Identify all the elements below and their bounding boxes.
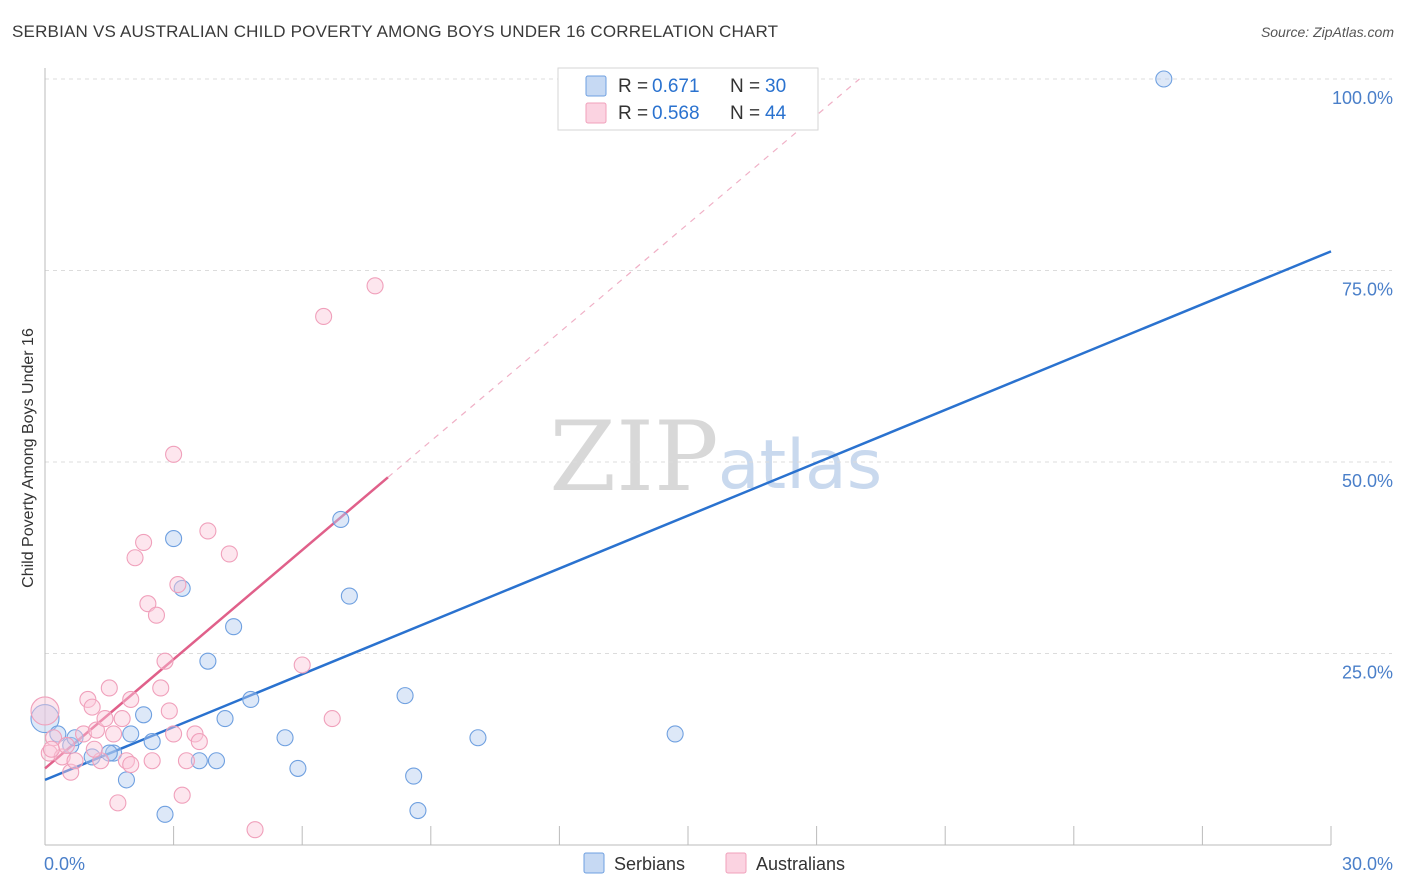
point-serbians [332,510,350,529]
point-serbians [405,767,423,785]
legend-r-label-2: R = [618,103,648,124]
point-australians [160,702,178,720]
legend-n-value-1: 30 [765,76,786,97]
legend-n-value-2: 44 [765,103,787,124]
bottom-legend-serbians: Serbians [614,854,685,874]
watermark-zip: ZIP [549,401,718,513]
y-tick-label: 100.0% [1332,88,1393,108]
point-serbians [289,759,307,777]
point-australians [177,752,196,770]
point-australians [199,522,217,540]
point-serbians [122,725,140,743]
source-label: Source: ZipAtlas.com [1260,24,1394,40]
y-axis-label: Child Poverty Among Boys Under 16 [20,328,37,588]
point-australians [323,710,341,728]
point-serbians [340,587,358,605]
point-australians [293,656,311,674]
bottom-legend-australians: Australians [756,854,845,874]
bottom-legend-swatch-australians [725,852,747,874]
point-serbians [216,710,234,728]
point-australians [139,595,157,613]
point-serbians [117,771,135,789]
gridlines [45,78,1392,654]
chart-title: SERBIAN VS AUSTRALIAN CHILD POVERTY AMON… [12,22,779,41]
point-serbians [199,652,217,670]
point-australians [246,821,264,839]
point-australians [42,740,60,758]
point-australians [57,736,75,754]
point-serbians [225,618,243,636]
legend-swatch-australians [585,102,607,124]
legend-n-label-1: N = [730,76,760,97]
point-serbians [469,729,487,747]
point-australians [366,277,384,295]
point-australians [83,698,101,716]
point-serbians [105,744,123,762]
point-australians [173,786,191,804]
trend-lines [44,78,1332,782]
point-australians [122,756,140,774]
x-tick-label-max: 30.0% [1342,854,1393,874]
point-australians [190,733,208,751]
y-tick-label: 50.0% [1342,471,1393,491]
point-australians [126,549,144,567]
legend-n-label-2: N = [730,103,760,124]
point-australians [135,533,153,551]
point-serbians [242,690,260,709]
point-serbians [276,729,294,747]
point-australians [169,576,187,594]
point-australians [87,721,105,739]
point-australians [152,679,170,697]
point-serbians [143,733,161,751]
trend-line-australians [44,476,389,770]
point-australians [85,740,103,758]
point-australians [165,725,183,743]
point-serbians [156,805,174,823]
point-serbians [135,706,153,724]
point-serbians [1155,70,1173,88]
point-australians [30,696,60,726]
point-australians [100,679,118,697]
y-tick-label: 75.0% [1342,280,1393,300]
point-australians [109,794,127,812]
series-legend: Serbians Australians [583,852,845,874]
point-serbians [190,752,208,770]
point-serbians [666,725,684,743]
point-serbians [165,530,183,548]
point-australians [143,752,161,770]
legend-r-value-2: 0.568 [652,103,700,124]
axes [44,68,1332,846]
point-australians [113,710,131,728]
legend-r-value-1: 0.671 [652,76,700,97]
data-points [30,70,1173,839]
point-australians [75,725,93,743]
point-serbians [207,752,226,770]
point-australians [315,307,333,326]
legend-swatch-serbians [585,75,607,97]
point-australians [122,690,140,709]
point-australians [147,606,166,624]
x-tick-label-min: 0.0% [44,854,85,874]
point-serbians [30,704,60,734]
point-serbians [409,801,427,820]
correlation-legend: R = 0.671 N = 30 R = 0.568 N = 44 [557,67,819,131]
point-serbians [396,687,414,705]
point-australians [105,725,123,743]
tick-labels: 25.0% 50.0% 75.0% 100.0% 0.0% 30.0% [44,88,1393,874]
point-australians [220,545,238,563]
bottom-legend-swatch-serbians [583,852,605,874]
point-australians [156,652,174,670]
trend-line-serbians [44,250,1332,782]
point-australians [66,752,84,770]
y-tick-label: 25.0% [1342,663,1393,683]
point-australians [165,445,183,463]
legend-r-label-1: R = [618,76,648,97]
point-australians [96,710,114,728]
